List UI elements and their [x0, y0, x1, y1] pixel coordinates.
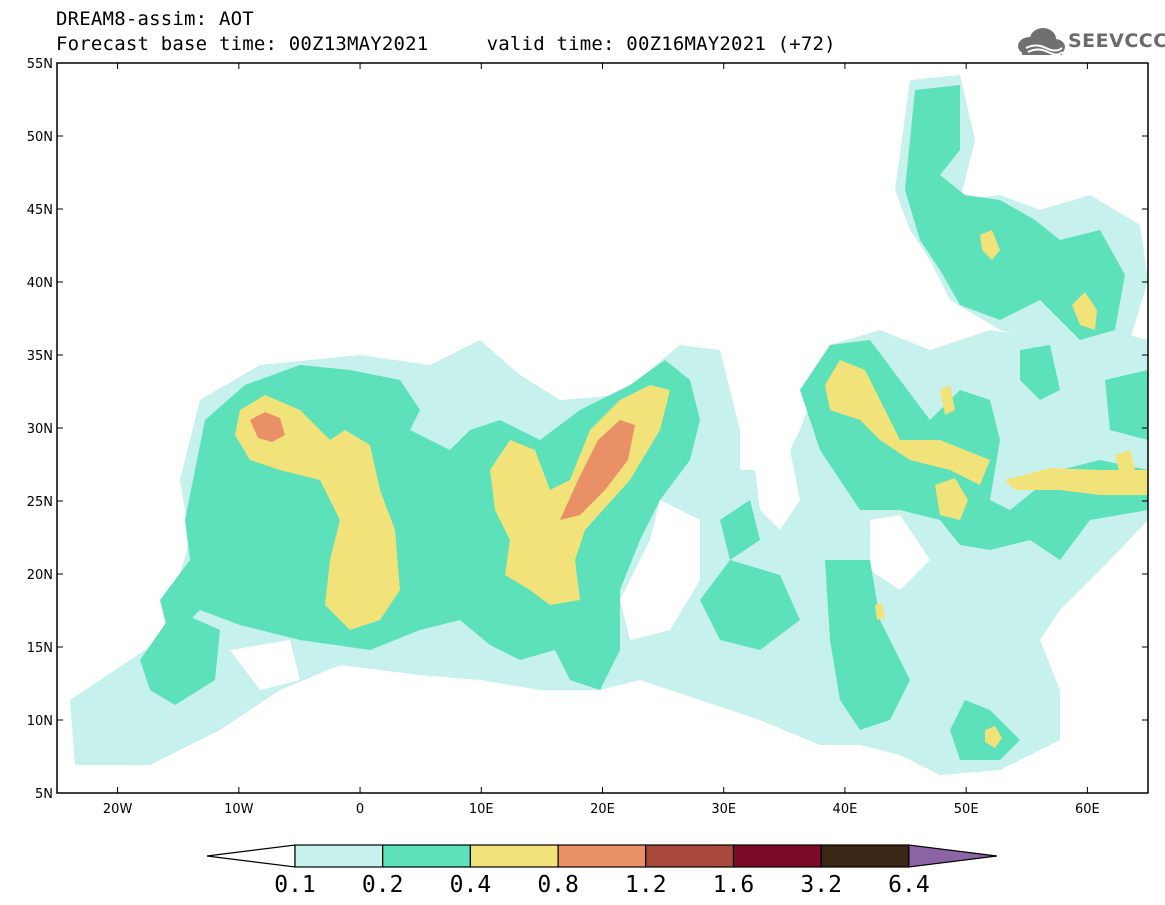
colorbar-segment	[732, 844, 822, 868]
aot-holes	[230, 450, 930, 690]
lat-tick-label: 50N	[27, 130, 53, 145]
colorbar-segment	[382, 844, 472, 868]
title-line-2: Forecast base time: 00Z13MAY2021 valid t…	[56, 33, 836, 55]
lon-tick-label: 20W	[103, 802, 133, 817]
lon-tick-label: 60E	[1075, 802, 1100, 817]
lon-tick-label: 10W	[224, 802, 254, 817]
colorbar-arrow-left	[206, 844, 296, 868]
colorbar-segment	[469, 844, 559, 868]
lat-tick-label: 25N	[27, 495, 53, 510]
colorbar-label: 6.4	[888, 872, 930, 898]
lat-tick-label: 45N	[27, 203, 53, 218]
colorbar-label: 1.2	[625, 872, 667, 898]
lat-tick-label: 5N	[35, 787, 53, 802]
lat-tick-label: 35N	[27, 349, 53, 364]
cloud-icon	[1018, 28, 1065, 56]
colorbar: 0.1 0.2 0.4 0.8 1.2 1.6 3.2 6.4	[206, 844, 997, 898]
lat-tick-label: 10N	[27, 714, 53, 729]
lat-tick-label: 55N	[27, 57, 53, 72]
title-line-1: DREAM8-assim: AOT	[56, 8, 254, 30]
lon-tick-label: 40E	[833, 802, 858, 817]
colorbar-label: 0.2	[362, 872, 404, 898]
colorbar-label: 3.2	[800, 872, 842, 898]
lat-tick-label: 30N	[27, 422, 53, 437]
lon-tick-label: 0	[356, 802, 364, 817]
colorbar-segment	[820, 844, 910, 868]
colorbar-segment	[557, 844, 647, 868]
aot-field	[70, 75, 1148, 775]
lon-tick-label: 30E	[711, 802, 736, 817]
lon-tick-label: 50E	[954, 802, 979, 817]
colorbar-label: 0.8	[537, 872, 579, 898]
colorbar-arrow-right	[908, 844, 997, 868]
colorbar-label: 0.4	[450, 872, 492, 898]
colorbar-label: 0.1	[274, 872, 316, 898]
lon-tick-label: 20E	[590, 802, 615, 817]
lat-tick-label: 15N	[27, 641, 53, 656]
lat-tick-label: 40N	[27, 276, 53, 291]
longitude-axis: 20W 10W 0 10E 20E 30E 40E 50E 60E	[103, 63, 1100, 817]
lon-tick-label: 10E	[469, 802, 494, 817]
latitude-axis: 5N 10N 15N 20N 25N 30N 35N 40N 45N 50N 55N	[27, 57, 1148, 802]
colorbar-segment	[294, 844, 384, 868]
colorbar-segment	[645, 844, 735, 868]
aot-band-0.8	[250, 412, 635, 520]
lat-tick-label: 20N	[27, 568, 53, 583]
seevccc-logo: SEEVCCC	[1016, 24, 1165, 60]
colorbar-label: 1.6	[713, 872, 755, 898]
logo-text: SEEVCCC	[1068, 30, 1165, 52]
